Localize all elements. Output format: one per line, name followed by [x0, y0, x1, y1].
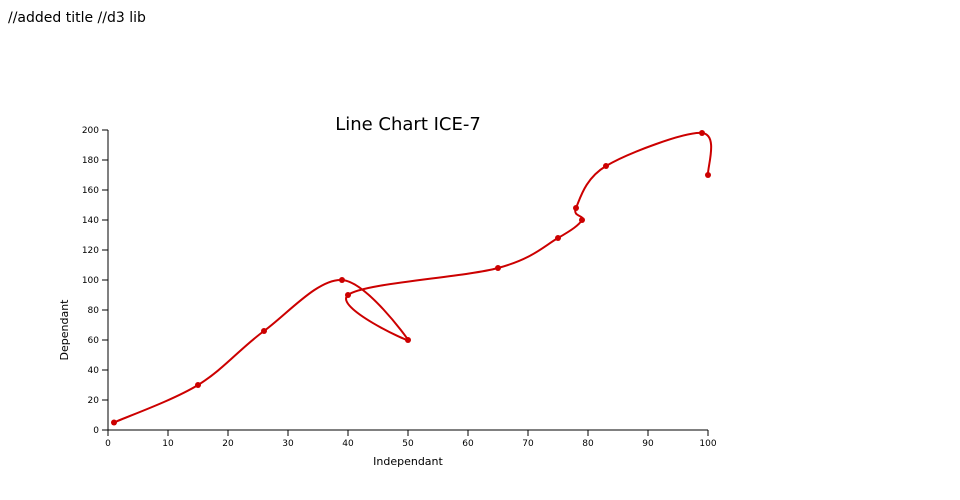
data-point: [195, 382, 201, 388]
y-tick-label: 120: [82, 246, 99, 256]
x-tick-label: 90: [642, 439, 654, 449]
y-tick-label: 20: [88, 396, 100, 406]
x-tick-label: 40: [342, 439, 354, 449]
y-tick-label: 100: [82, 276, 99, 286]
y-tick-label: 160: [82, 186, 99, 196]
y-tick-label: 200: [82, 126, 99, 136]
y-tick-label: 140: [82, 216, 99, 226]
data-point: [111, 419, 117, 426]
data-point: [405, 337, 411, 343]
data-point: [555, 235, 561, 241]
chart-title: Line Chart ICE-7: [335, 114, 481, 135]
data-point: [339, 277, 345, 283]
x-tick-label: 20: [222, 439, 234, 449]
data-point: [573, 205, 579, 211]
data-point: [705, 172, 711, 178]
data-point: [603, 163, 609, 169]
y-tick-label: 60: [88, 336, 100, 346]
y-tick-label: 0: [93, 426, 99, 436]
x-axis-label: Independant: [373, 455, 443, 468]
y-axis-label: Dependant: [58, 299, 71, 361]
y-axis: 0 20 40 60 80 100 120 140 160 180 200: [82, 126, 109, 436]
series-line: [113, 131, 713, 424]
data-point: [579, 217, 585, 223]
x-axis: 0 10 20 30 40 50 60 70 80 90 100: [105, 429, 717, 449]
data-point: [345, 292, 351, 298]
data-point: [261, 328, 267, 334]
x-tick-label: 100: [699, 439, 716, 449]
y-tick-label: 40: [88, 366, 100, 376]
x-tick-label: 70: [522, 439, 534, 449]
x-tick-label: 50: [402, 439, 414, 449]
x-tick-label: 30: [282, 439, 294, 449]
y-tick-label: 80: [88, 306, 100, 316]
page-note: //added title //d3 lib: [8, 10, 146, 26]
data-points: [111, 130, 711, 426]
x-tick-label: 60: [462, 439, 474, 449]
x-tick-label: 0: [105, 439, 111, 449]
x-tick-label: 10: [162, 439, 174, 449]
data-point: [699, 130, 705, 136]
x-tick-label: 80: [582, 439, 594, 449]
data-point: [495, 265, 501, 271]
y-tick-label: 180: [82, 156, 99, 166]
